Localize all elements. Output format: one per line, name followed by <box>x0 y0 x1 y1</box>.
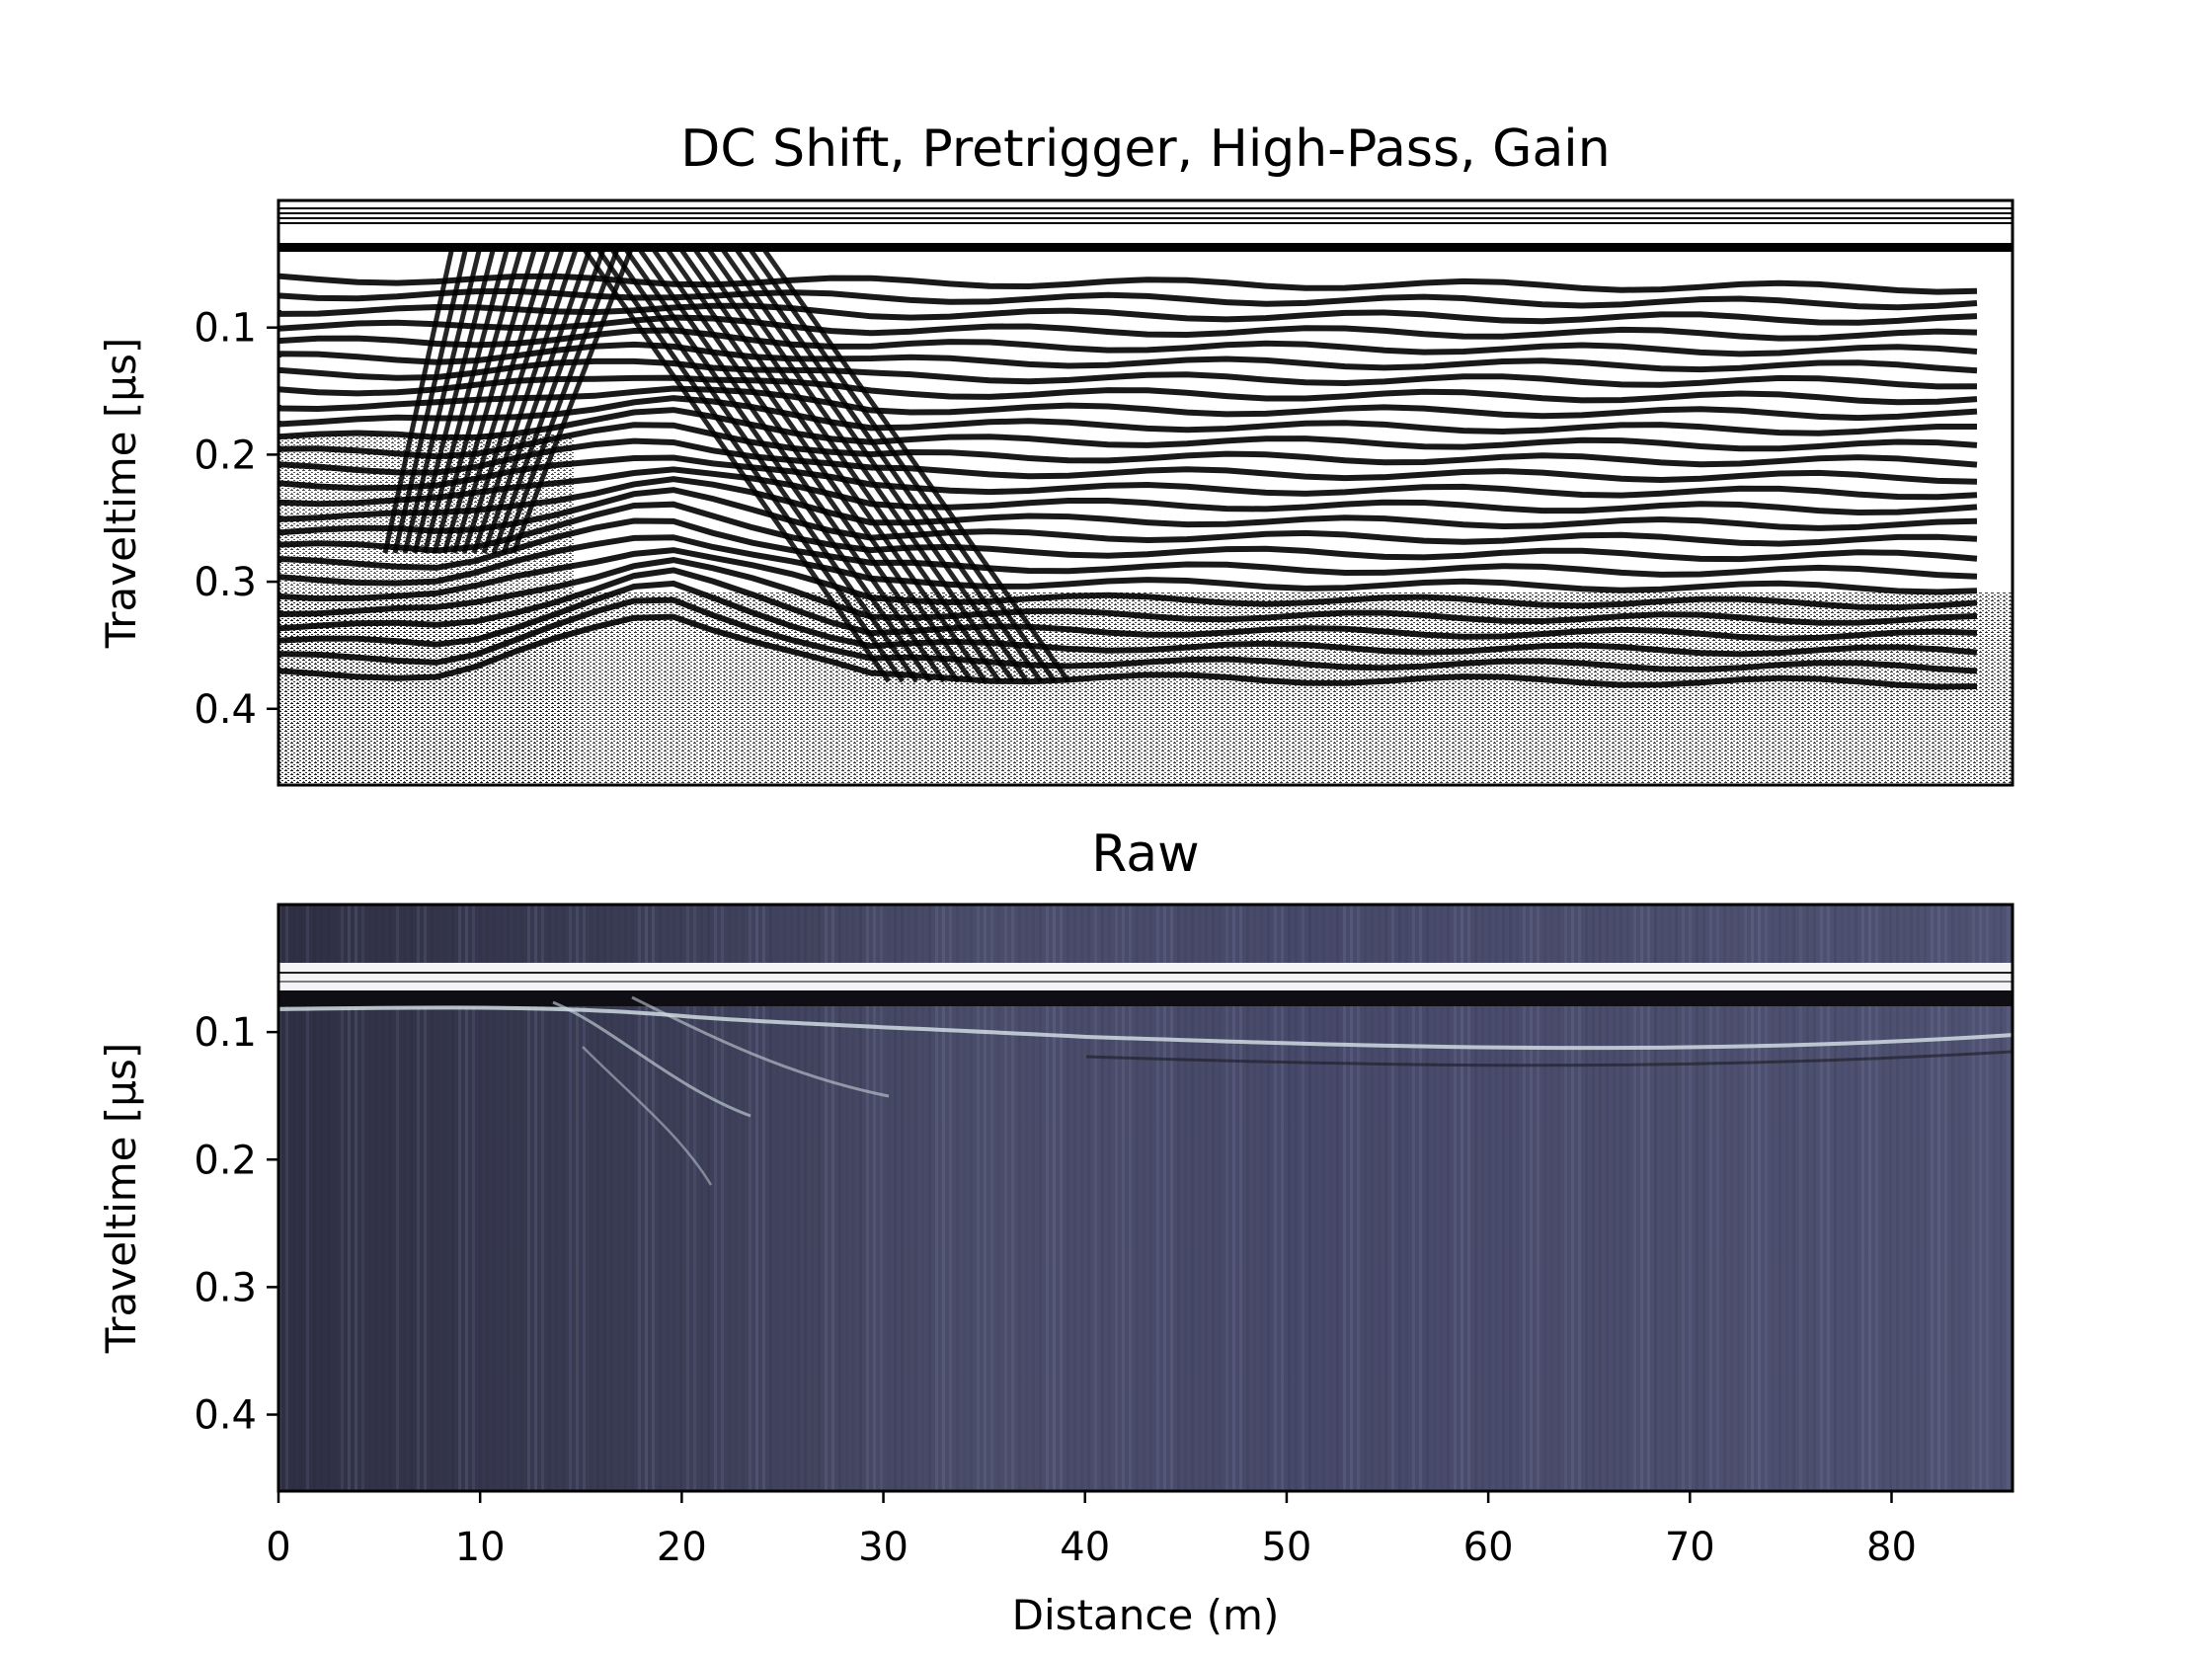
y-tick-label: 0.1 <box>194 1010 257 1056</box>
top-image <box>278 200 2013 785</box>
bottom-y-ticks: 0.1 0.2 0.3 0.4 <box>194 1010 278 1439</box>
y-tick-label: 0.3 <box>194 1265 257 1310</box>
bottom-axes-frame <box>276 903 2014 1493</box>
x-tick-label: 40 <box>1060 1525 1110 1570</box>
x-tick-label: 30 <box>858 1525 908 1570</box>
top-ylabel: Traveltime [μs] <box>97 338 145 649</box>
bottom-trace-stripes <box>278 905 2010 1491</box>
top-title: DC Shift, Pretrigger, High-Pass, Gain <box>680 119 1610 179</box>
bottom-xlabel: Distance (m) <box>1012 1591 1280 1639</box>
bottom-image <box>278 905 2013 1491</box>
top-axes-frame <box>276 198 2014 787</box>
y-tick-label: 0.4 <box>194 1393 257 1439</box>
x-tick-label: 0 <box>266 1525 290 1570</box>
bottom-x-ticks: 0 10 20 30 40 50 60 70 80 <box>266 1491 1917 1570</box>
bottom-ylabel: Traveltime [μs] <box>97 1043 145 1354</box>
x-tick-label: 60 <box>1463 1525 1514 1570</box>
top-panel: DC Shift, Pretrigger, High-Pass, Gain 0.… <box>97 119 2014 787</box>
bottom-panel: Raw 0.1 0.2 0.3 0.4 0 10 20 30 40 50 60 70 80 Trave… <box>97 825 2014 1639</box>
x-tick-label: 20 <box>657 1525 707 1570</box>
y-tick-label: 0.4 <box>194 687 257 733</box>
bottom-title: Raw <box>1091 825 1199 884</box>
x-tick-label: 70 <box>1665 1525 1715 1570</box>
y-tick-label: 0.2 <box>194 433 257 478</box>
y-tick-label: 0.3 <box>194 560 257 605</box>
x-tick-label: 80 <box>1866 1525 1917 1570</box>
top-reflection-bands <box>278 207 2013 690</box>
x-tick-label: 10 <box>455 1525 506 1570</box>
y-tick-label: 0.1 <box>194 306 257 352</box>
y-tick-label: 0.2 <box>194 1138 257 1183</box>
top-y-ticks: 0.1 0.2 0.3 0.4 <box>194 306 278 733</box>
x-tick-label: 50 <box>1261 1525 1311 1570</box>
